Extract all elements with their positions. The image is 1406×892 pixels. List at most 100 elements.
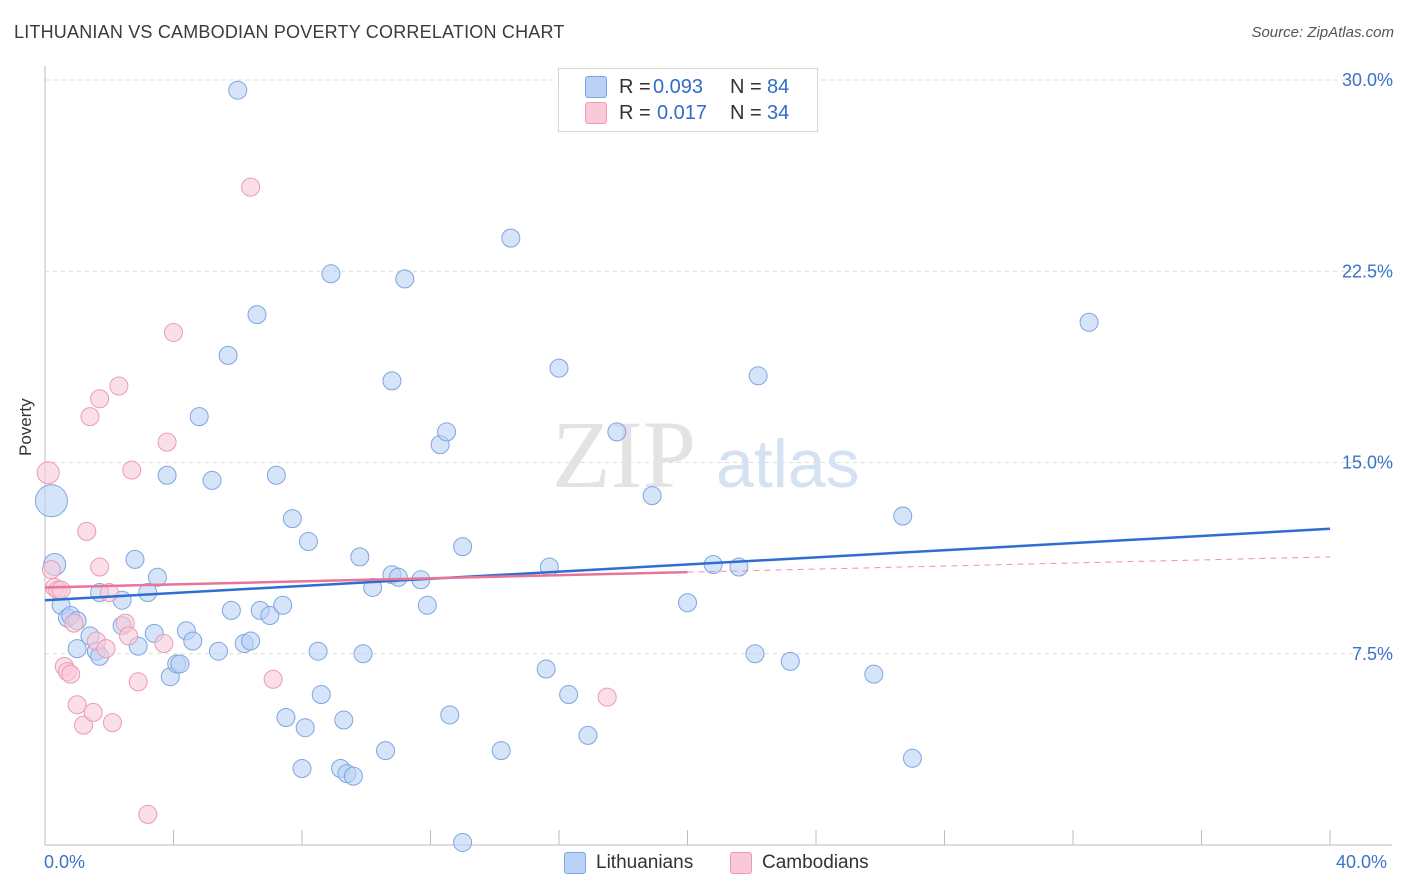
cambodian-point [74, 715, 94, 735]
cambodian-point [263, 669, 283, 689]
lithuanian-point [745, 644, 765, 664]
lithuanian-point [382, 371, 402, 391]
cambodian-point [51, 580, 71, 600]
lithuanian-point [864, 664, 884, 684]
x-tick-min: 0.0% [44, 852, 86, 872]
lithuanian-point [1079, 312, 1099, 332]
r-label: R = [619, 101, 651, 124]
lithuanian-point [395, 269, 415, 289]
lithuanian-point [189, 407, 209, 427]
lithuanian-point [260, 606, 280, 625]
lithuanian-trend-line [44, 527, 1331, 602]
lithuanian-point [343, 766, 363, 786]
lithuanian-point [678, 593, 697, 613]
r-label: R = [619, 75, 651, 98]
lithuanian-point [902, 748, 922, 768]
cambodians-swatch [585, 102, 607, 124]
trend-lines [44, 527, 1331, 602]
lithuanian-point [282, 509, 302, 529]
lithuanian-points [34, 80, 1099, 852]
cambodian-point [67, 695, 87, 715]
cambodian-point [119, 626, 139, 646]
lithuanian-point [501, 228, 521, 248]
lithuanian-point [417, 595, 437, 615]
lithuanian-point [376, 741, 396, 761]
lithuanian-point [67, 639, 87, 659]
lithuanian-point [353, 644, 373, 664]
lithuanian-point [170, 654, 190, 674]
lithuanian-point [208, 641, 228, 661]
y-tick-labels: 7.5% 15.0% 22.5% 30.0% [1342, 70, 1393, 664]
lithuanian-point [642, 486, 662, 506]
lithuanians-swatch [585, 76, 607, 98]
y-tick-label: 15.0% [1342, 453, 1393, 473]
lithuanian-point [893, 506, 913, 526]
lithuanian-point [218, 345, 238, 365]
source-label: Source: ZipAtlas.com [1251, 24, 1394, 41]
lithuanian-point [578, 725, 598, 745]
lithuanian-point [34, 484, 68, 518]
lithuanian-point [183, 631, 203, 651]
lithuanian-point [321, 264, 341, 284]
cambodian-point [90, 557, 110, 577]
lithuanian-point [350, 547, 370, 567]
lithuanian-point [276, 708, 296, 727]
lithuanian-point [311, 685, 331, 705]
lithuanian-point [228, 80, 248, 100]
lithuanian-point [125, 549, 145, 569]
cambodian-point [597, 687, 617, 707]
lithuanians-legend-label: Lithuanians [596, 852, 694, 873]
cambodian-point [83, 702, 103, 722]
lithuanian-point [157, 465, 177, 485]
cambodians-legend-swatch [730, 852, 752, 874]
legend-item-cambodians: Cambodians [730, 852, 869, 874]
stats-legend: R = 0.093 N = 84 R = 0.017 N = 34 [558, 68, 818, 132]
lithuanian-point [748, 366, 768, 386]
cambodian-point [96, 639, 116, 659]
y-tick-label: 30.0% [1342, 70, 1393, 90]
n-value: 34 [767, 101, 790, 124]
lithuanian-point [437, 422, 457, 442]
n-label: N = [730, 101, 762, 124]
y-axis-label: Poverty [16, 398, 35, 456]
lithuanian-point [247, 305, 267, 325]
cambodian-point [128, 672, 148, 692]
lithuanian-point [221, 600, 241, 620]
legend-item-lithuanians: Lithuanians [564, 852, 693, 874]
lithuanian-point [388, 567, 408, 587]
cambodian-point [241, 177, 261, 197]
cambodian-point [102, 713, 122, 733]
cambodian-point [61, 664, 81, 684]
cambodian-point [122, 460, 142, 480]
axes [44, 66, 1392, 846]
lithuanians-legend-swatch [564, 852, 586, 874]
cambodians-legend-label: Cambodians [762, 852, 869, 873]
cambodian-point [90, 389, 110, 409]
lithuanian-point [453, 537, 473, 557]
r-value: 0.093 [653, 75, 704, 98]
lithuanian-point [202, 470, 222, 490]
cambodian-point [41, 560, 61, 580]
r-value: 0.017 [657, 101, 708, 124]
lithuanian-point [491, 741, 511, 761]
cambodian-point [80, 407, 100, 427]
cambodian-point [164, 322, 183, 342]
cambodian-point [109, 376, 129, 396]
lithuanian-point [334, 710, 354, 730]
lithuanian-point [308, 641, 328, 661]
lithuanian-point [536, 659, 556, 679]
x-tick-max: 40.0% [1336, 852, 1388, 872]
n-value: 84 [767, 75, 790, 98]
watermark: ZIP atlas [552, 401, 860, 508]
lithuanian-point [147, 567, 167, 587]
y-tick-label: 22.5% [1342, 261, 1393, 281]
cambodian-point [138, 804, 158, 824]
cambodian-point [36, 461, 60, 485]
lithuanian-point [273, 595, 293, 615]
lithuanian-point [440, 705, 460, 725]
cambodian-point [154, 634, 174, 654]
lithuanian-point [453, 832, 473, 852]
lithuanian-point [607, 422, 627, 442]
cambodian-point [64, 613, 84, 633]
